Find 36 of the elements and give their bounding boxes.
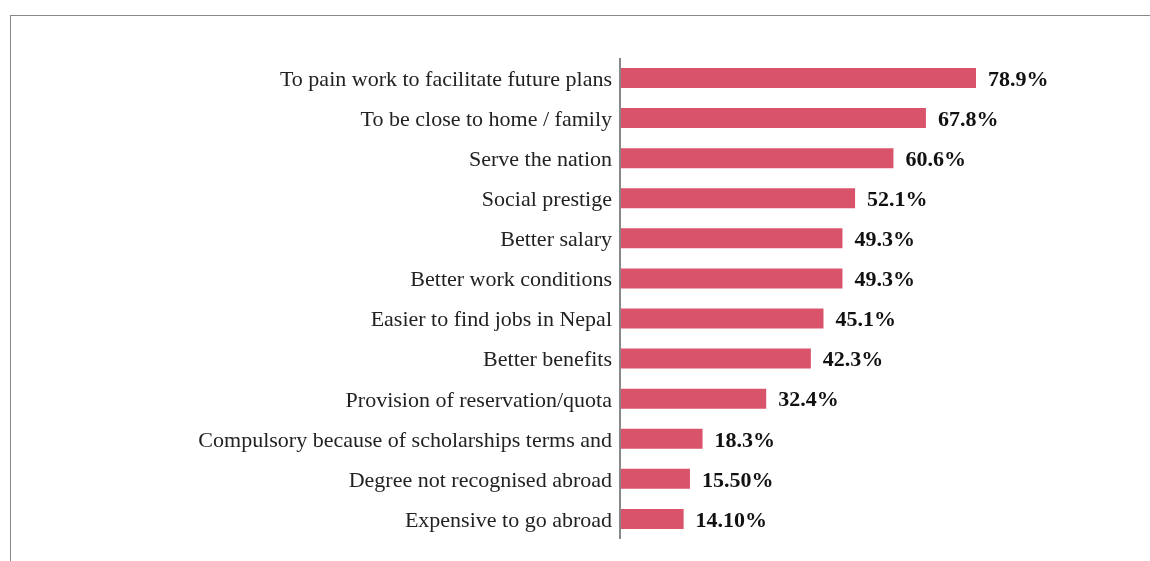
bar xyxy=(620,508,684,529)
bar xyxy=(620,468,690,489)
y-tick-label: Compulsory because of scholarships terms and xyxy=(198,426,612,452)
bar xyxy=(620,308,824,329)
data-label: 49.3% xyxy=(854,226,915,252)
y-tick-label: Expensive to go abroad xyxy=(404,506,612,532)
data-label: 14.10% xyxy=(695,506,768,532)
y-tick-label: Better benefits xyxy=(483,346,612,372)
data-label: 52.1% xyxy=(867,186,928,212)
data-label: 45.1% xyxy=(835,306,896,332)
y-tick-label: Better work conditions xyxy=(410,266,612,292)
bar xyxy=(620,268,843,289)
y-tick-label: Social prestige xyxy=(481,186,612,212)
data-label: 78.9% xyxy=(988,65,1049,91)
bar xyxy=(620,108,926,129)
data-label: 15.50% xyxy=(701,466,774,492)
data-label: 18.3% xyxy=(714,426,776,452)
y-tick-label: Better salary xyxy=(500,226,612,252)
y-tick-label: To pain work to facilitate future plans xyxy=(279,65,612,91)
y-tick-label: To be close to home / family xyxy=(360,105,612,131)
data-label: 42.3% xyxy=(822,346,884,372)
data-label: 60.6% xyxy=(905,145,966,171)
y-tick-label: Provision of reservation/quota xyxy=(345,386,613,412)
data-label: 67.8% xyxy=(937,105,999,131)
bar xyxy=(620,68,976,88)
bar xyxy=(620,188,856,209)
bar xyxy=(620,428,703,449)
y-tick-label: Serve the nation xyxy=(469,146,612,172)
bar xyxy=(620,228,843,249)
y-tick-label: Degree not recognised abroad xyxy=(348,466,612,492)
bar xyxy=(620,348,811,369)
data-label: 32.4% xyxy=(778,386,839,412)
y-tick-label: Easier to find jobs in Nepal xyxy=(370,306,612,332)
bar xyxy=(620,148,894,169)
data-label: 49.3% xyxy=(854,266,915,292)
bar xyxy=(620,388,767,409)
